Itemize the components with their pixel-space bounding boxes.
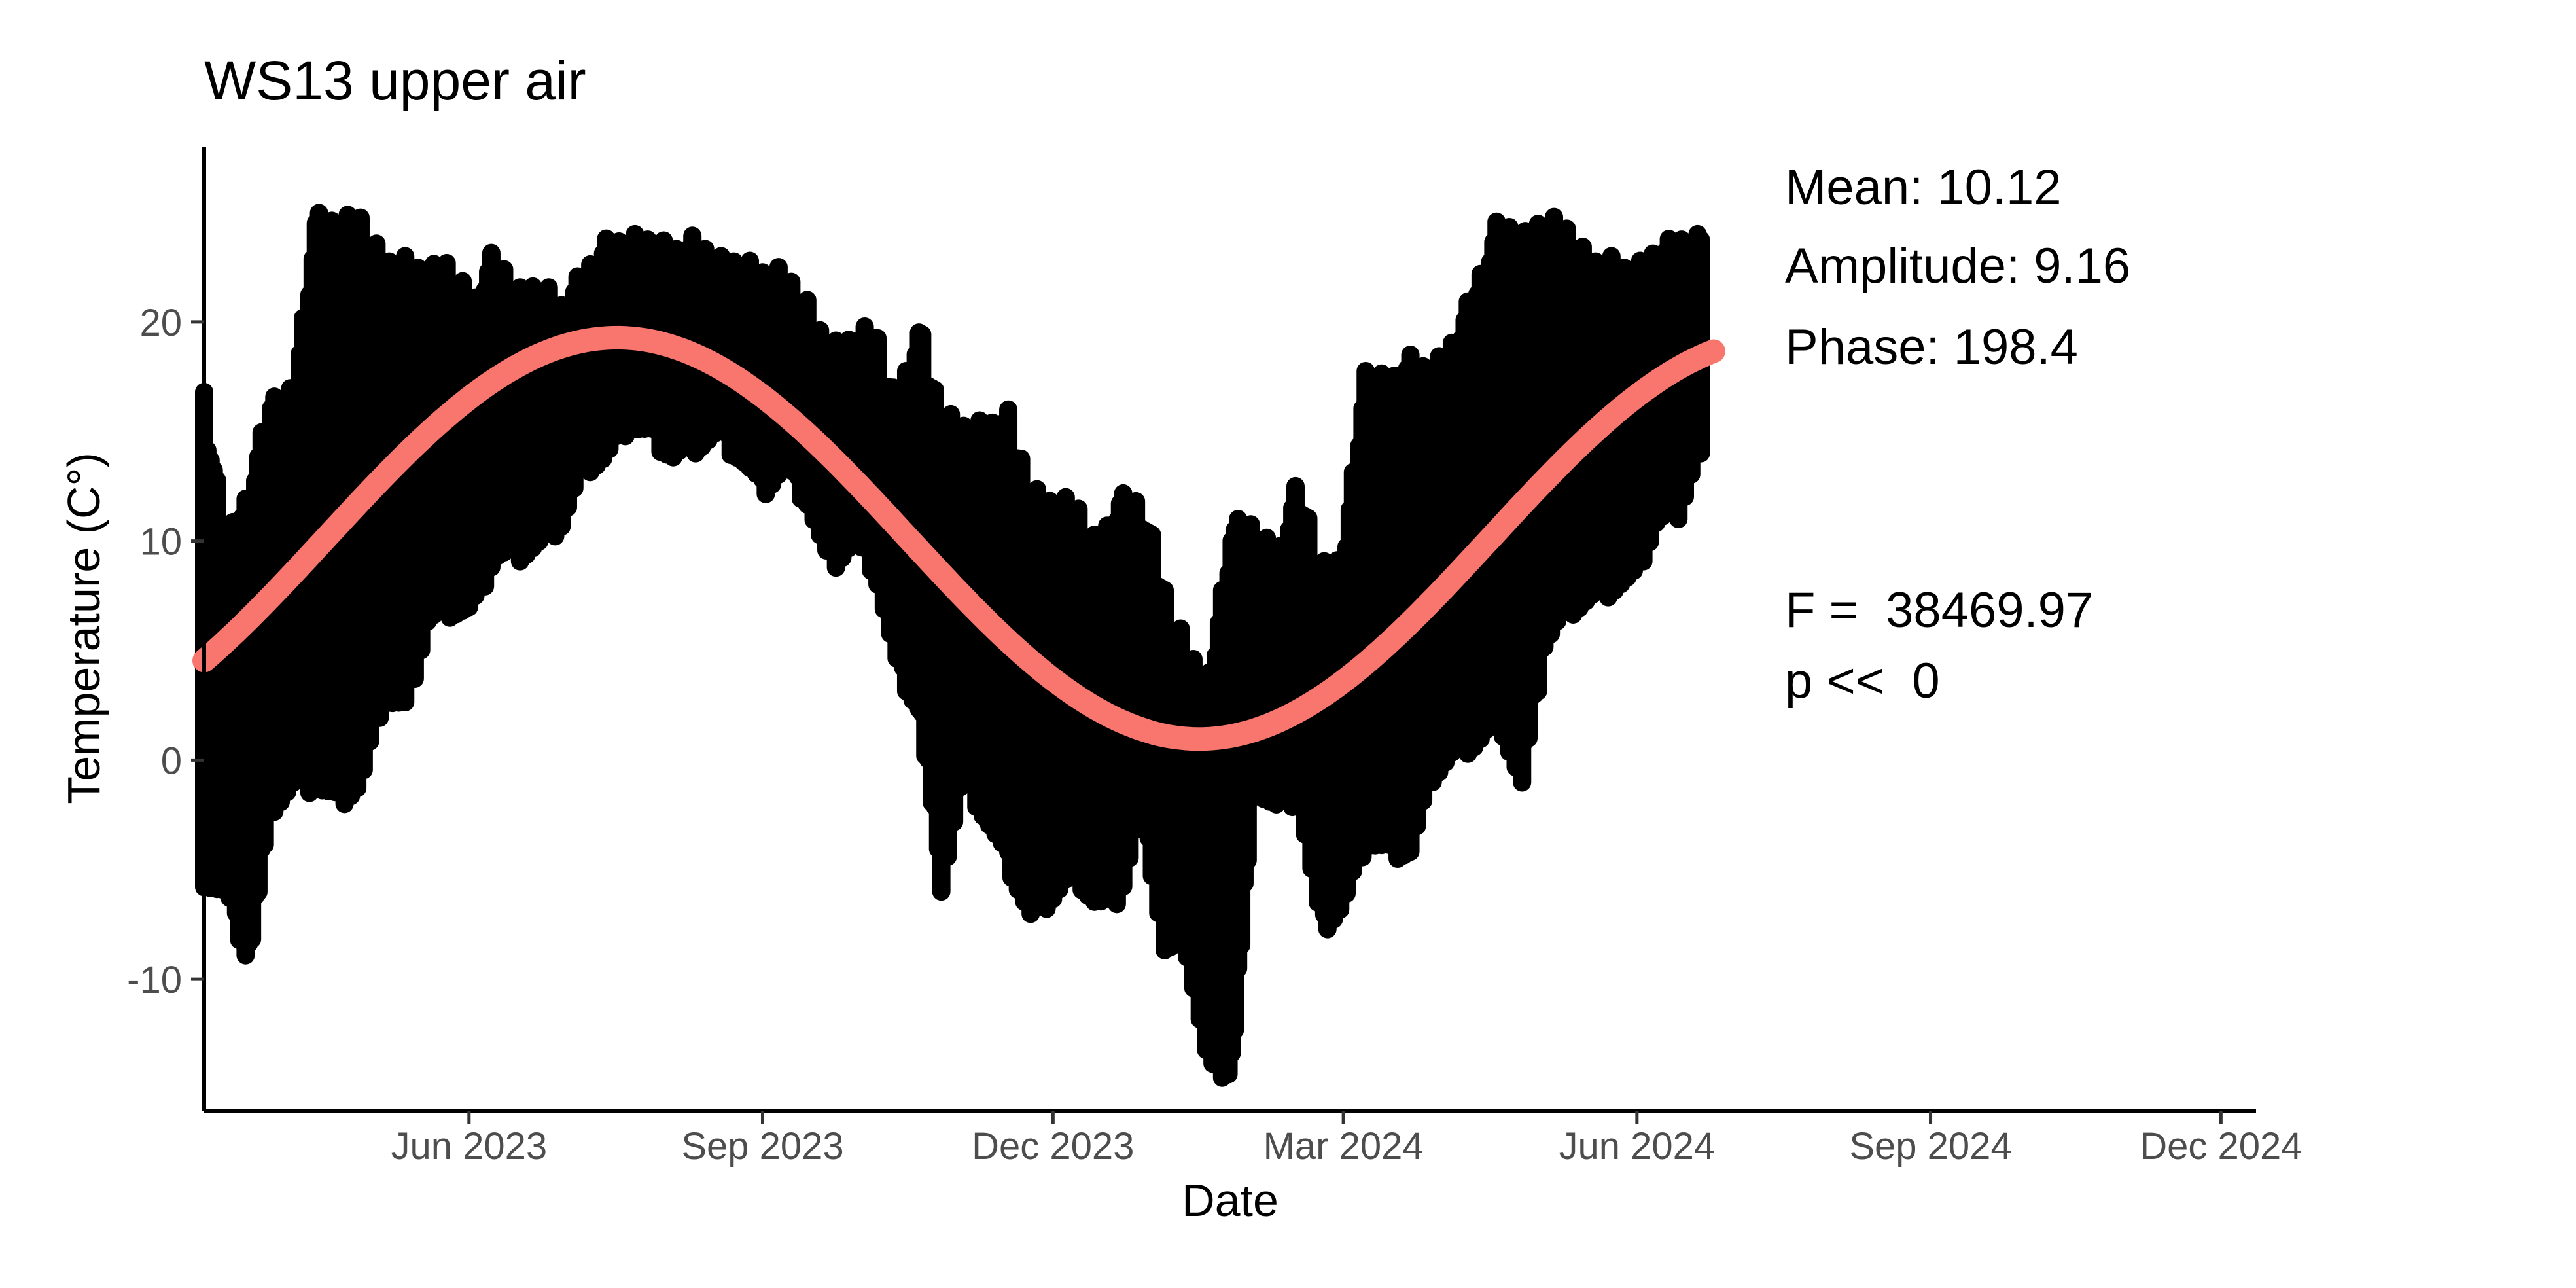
x-tick-label: Jun 2024 [1559,1125,1716,1168]
x-tick-label: Dec 2023 [972,1125,1134,1168]
x-tick-label: Sep 2023 [681,1125,843,1168]
y-axis-ticks: -10 0 10 20 [127,302,204,1001]
chart-title: WS13 upper air [204,50,586,111]
temperature-observations [195,204,1710,1087]
x-tick-label: Mar 2024 [1263,1125,1424,1168]
x-axis-ticks: Jun 2023 Sep 2023 Dec 2023 Mar 2024 Jun 2024… [391,1111,2303,1168]
y-tick-label: -10 [127,959,182,1001]
y-tick-label: 20 [139,302,182,344]
p-value-annotation: p << 0 [1785,653,1940,709]
sinusoidal-fit-line [192,325,1725,751]
x-tick-label: Sep 2024 [1849,1125,2011,1168]
f-statistic-annotation: F = 38469.97 [1785,582,2093,638]
fit-statistics: Mean: 10.12 Amplitude: 9.16 Phase: 198.4… [1785,160,2130,709]
y-axis-label: Temperature (C°) [58,452,109,804]
x-tick-label: Dec 2024 [2140,1125,2302,1168]
plot-area [192,204,1725,1087]
phase-annotation: Phase: 198.4 [1785,319,2078,375]
y-tick-label: 10 [139,521,182,564]
amplitude-annotation: Amplitude: 9.16 [1785,238,2130,294]
y-tick-label: 0 [161,740,182,782]
x-tick-label: Jun 2023 [391,1125,547,1168]
x-axis-label: Date [1182,1175,1279,1226]
mean-annotation: Mean: 10.12 [1785,160,2062,215]
